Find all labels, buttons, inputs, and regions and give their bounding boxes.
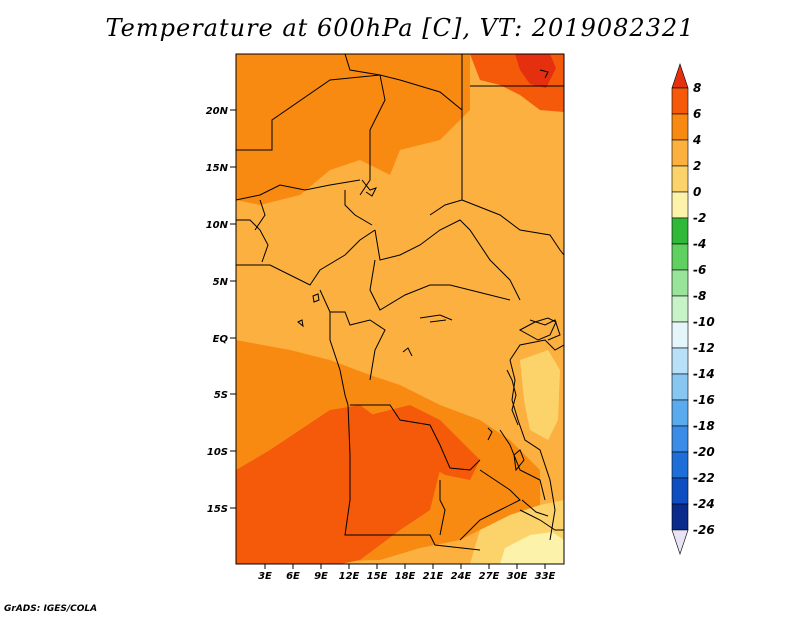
colorbar-segments	[671, 87, 689, 531]
lat-label-EQ: EQ	[213, 334, 229, 345]
colorbar-label: -12	[693, 341, 715, 355]
lon-label-3E: 3E	[258, 571, 272, 582]
colorbar-label: -18	[693, 419, 715, 433]
lat-label-20N: 20N	[206, 106, 229, 117]
colorbar-top-arrow	[671, 63, 689, 89]
colorbar-label: -4	[693, 237, 706, 251]
lon-label-27E: 27E	[479, 571, 500, 582]
colorbar: 8 6 4 2 0 -2 -4 -6 -8 -10 -12 -14 -16 -18 -20 -22 -24 -26	[671, 63, 715, 555]
lon-label-21E: 21E	[423, 571, 444, 582]
grads-credit: GrADS: IGES/COLA	[4, 604, 98, 614]
lat-label-10N: 10N	[206, 220, 229, 231]
lat-label-5N: 5N	[213, 277, 229, 288]
colorbar-label: 6	[693, 107, 701, 121]
colorbar-segment	[671, 295, 689, 323]
colorbar-segment	[671, 451, 689, 479]
colorbar-segment	[671, 347, 689, 375]
colorbar-segment	[671, 165, 689, 193]
colorbar-label: -2	[693, 211, 706, 225]
colorbar-segment	[671, 243, 689, 271]
colorbar-labels: 8 6 4 2 0 -2 -4 -6 -8 -10 -12 -14 -16 -18 -20 -22 -24 -26	[692, 81, 715, 537]
colorbar-segment	[671, 503, 689, 531]
colorbar-segment	[671, 321, 689, 349]
chart-title: Temperature at 600hPa [C], VT: 201908232…	[105, 14, 695, 42]
lat-label-15S: 15S	[207, 504, 228, 515]
lon-label-30E: 30E	[507, 571, 528, 582]
temperature-region-north-warm	[236, 54, 470, 205]
lat-label-15N: 15N	[206, 163, 229, 174]
colorbar-segment	[671, 425, 689, 453]
temperature-region-east-mild	[520, 350, 560, 440]
colorbar-label: 0	[693, 185, 701, 199]
lon-label-24E: 24E	[451, 571, 472, 582]
map-frame	[235, 53, 565, 565]
colorbar-segment	[671, 399, 689, 427]
colorbar-segment	[671, 113, 689, 141]
colorbar-segment	[671, 217, 689, 245]
lon-label-33E: 33E	[535, 571, 556, 582]
colorbar-segment	[671, 373, 689, 401]
colorbar-label: -20	[693, 445, 715, 459]
lon-label-6E: 6E	[286, 571, 300, 582]
colorbar-label: -26	[693, 523, 715, 537]
colorbar-segment	[671, 269, 689, 297]
lon-label-18E: 18E	[395, 571, 416, 582]
colorbar-label: -16	[693, 393, 715, 407]
colorbar-segment	[671, 477, 689, 505]
colorbar-label: 2	[693, 159, 701, 173]
colorbar-segment	[671, 191, 689, 219]
temperature-region-southwest-hot	[236, 405, 440, 564]
colorbar-label: -6	[693, 263, 706, 277]
temperature-region-southeast-cool	[500, 532, 564, 564]
temperature-region-interior-hot	[370, 405, 480, 480]
colorbar-label: -10	[693, 315, 715, 329]
lat-label-5S: 5S	[214, 390, 228, 401]
colorbar-segment	[671, 139, 689, 167]
colorbar-label: -24	[693, 497, 715, 511]
country-borders	[236, 54, 564, 551]
colorbar-label: 4	[692, 133, 701, 147]
lon-label-9E: 9E	[314, 571, 328, 582]
colorbar-bottom-arrow	[671, 529, 689, 555]
lat-label-10S: 10S	[207, 447, 228, 458]
lon-label-15E: 15E	[367, 571, 388, 582]
map-plot-area	[236, 54, 564, 564]
temperature-region-northeast-hotter	[515, 54, 556, 88]
colorbar-label: -14	[693, 367, 715, 381]
lon-label-12E: 12E	[339, 571, 360, 582]
colorbar-label: -22	[693, 471, 715, 485]
latitude-axis: 20N 15N 10N 5N EQ 5S 10S 15S	[206, 106, 236, 515]
longitude-axis: 3E 6E 9E 12E 15E 18E 21E 24E 27E 30E 33E	[258, 564, 556, 582]
colorbar-label: -8	[693, 289, 706, 303]
lakes-and-coast-details	[297, 69, 557, 517]
colorbar-segment	[671, 87, 689, 115]
colorbar-label: 8	[693, 81, 701, 95]
